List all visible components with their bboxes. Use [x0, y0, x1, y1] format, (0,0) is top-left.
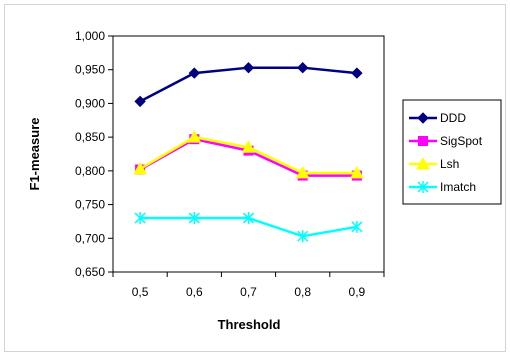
y-tick-label: 0,700	[75, 231, 105, 245]
data-point	[134, 95, 146, 108]
data-point	[133, 161, 147, 175]
legend-label: Imatch	[440, 180, 476, 194]
legend-marker	[418, 136, 428, 146]
x-tick-label: 0,8	[294, 285, 311, 299]
data-point	[188, 212, 200, 225]
data-point	[242, 212, 255, 225]
data-point	[134, 212, 146, 225]
y-tick-label: 0,850	[75, 130, 105, 144]
x-tick-label: 0,5	[132, 285, 149, 299]
legend-marker	[417, 181, 429, 193]
data-point	[351, 67, 363, 79]
legend-item: Lsh	[409, 156, 459, 171]
data-point	[351, 220, 363, 233]
data-point	[295, 165, 310, 179]
legend-label: Lsh	[440, 157, 459, 171]
y-tick-label: 1,000	[75, 29, 105, 43]
y-tick-label: 0,900	[75, 96, 105, 110]
x-axis-ticks: 0,5 0,6 0,7 0,8 0,9	[112, 272, 385, 299]
legend-label: SigSpot	[440, 134, 483, 148]
legend-item: DDD	[409, 111, 466, 125]
series-imatch	[134, 212, 363, 243]
data-point	[241, 140, 256, 153]
data-point	[297, 230, 309, 243]
x-axis-title: Threshold	[218, 317, 281, 332]
y-tick-label: 0,650	[75, 265, 105, 279]
series-layer	[133, 61, 364, 243]
legend: DDD SigSpot Lsh Imatch	[402, 99, 502, 205]
y-tick-label: 0,750	[75, 198, 105, 212]
legend-marker	[417, 112, 429, 124]
data-point	[187, 130, 202, 143]
y-axis-ticks: 1,000 0,950 0,900 0,850 0,800 0,750 0,700 0,650	[75, 29, 113, 279]
legend-item: Imatch	[409, 180, 476, 194]
x-tick-label: 0,7	[240, 285, 257, 299]
data-point	[188, 67, 201, 79]
x-tick-label: 0,9	[349, 285, 366, 299]
y-tick-label: 0,950	[75, 63, 105, 77]
y-axis-title: F1-measure	[27, 118, 42, 191]
legend-label: DDD	[440, 111, 466, 125]
series-lsh	[133, 130, 364, 179]
data-point	[242, 61, 255, 74]
legend-marker	[416, 156, 430, 170]
x-tick-label: 0,6	[186, 285, 203, 299]
data-point	[350, 165, 364, 179]
legend-item: SigSpot	[409, 134, 483, 148]
series-ddd	[134, 61, 363, 108]
y-tick-label: 0,800	[75, 164, 105, 178]
data-point	[296, 61, 309, 74]
legend-items: DDD SigSpot Lsh Imatch	[409, 111, 483, 194]
